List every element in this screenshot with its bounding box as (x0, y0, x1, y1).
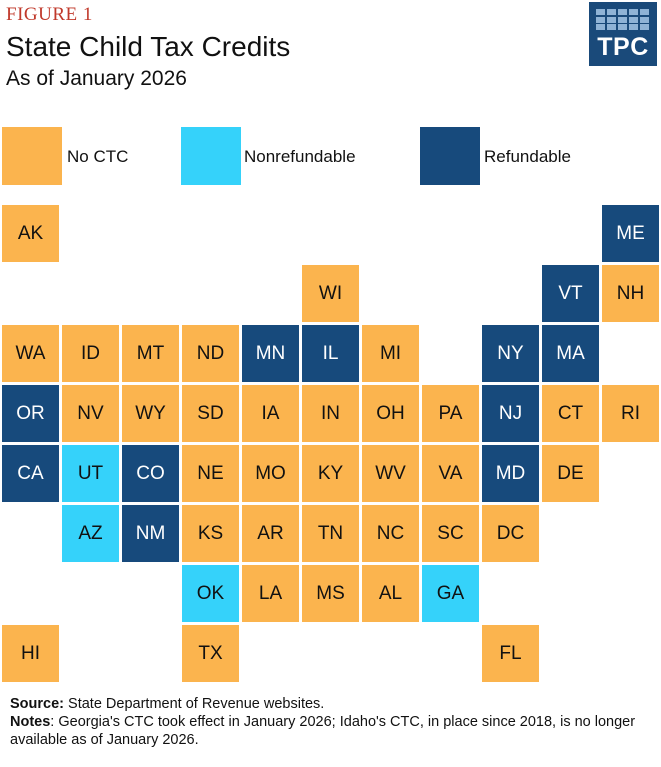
logo-grid-cell (640, 9, 649, 15)
state-tile-ky: KY (302, 445, 359, 502)
state-tile-ar: AR (242, 505, 299, 562)
state-tile-ma: MA (542, 325, 599, 382)
state-tile-ok: OK (182, 565, 239, 622)
notes-label: Notes (10, 714, 51, 730)
logo-grid-cell (596, 24, 605, 30)
state-tile-ia: IA (242, 385, 299, 442)
state-tile-nm: NM (122, 505, 179, 562)
state-tile-ne: NE (182, 445, 239, 502)
state-tile-tx: TX (182, 625, 239, 682)
state-tile-ri: RI (602, 385, 659, 442)
state-tile-mt: MT (122, 325, 179, 382)
figure-label: FIGURE 1 (6, 4, 93, 25)
state-tile-me: ME (602, 205, 659, 262)
state-tile-or: OR (2, 385, 59, 442)
state-tile-ut: UT (62, 445, 119, 502)
legend-label-refundable: Refundable (484, 147, 571, 166)
legend-label-nonrefundable: Nonrefundable (244, 147, 356, 166)
state-tile-hi: HI (2, 625, 59, 682)
logo-text: TPC (597, 33, 649, 61)
state-tile-va: VA (422, 445, 479, 502)
state-tile-oh: OH (362, 385, 419, 442)
legend-swatch-nonrefundable (181, 127, 241, 185)
state-tile-ct: CT (542, 385, 599, 442)
logo-grid-cell (596, 16, 605, 23)
logo-grid-cell (607, 24, 616, 30)
notes-text: : Georgia's CTC took effect in January 2… (10, 714, 636, 748)
state-tile-mn: MN (242, 325, 299, 382)
state-tile-nj: NJ (482, 385, 539, 442)
state-tile-dc: DC (482, 505, 539, 562)
state-tile-ga: GA (422, 565, 479, 622)
logo-grid-cell (618, 16, 627, 23)
state-tile-sc: SC (422, 505, 479, 562)
logo-grid-cell (629, 16, 638, 23)
logo-grid-icon (596, 9, 652, 31)
state-tile-sd: SD (182, 385, 239, 442)
state-tile-la: LA (242, 565, 299, 622)
state-tile-id: ID (62, 325, 119, 382)
chart-subtitle: As of January 2026 (6, 67, 187, 90)
state-tile-ks: KS (182, 505, 239, 562)
logo-grid-cell (607, 16, 616, 23)
state-tile-co: CO (122, 445, 179, 502)
state-tile-in: IN (302, 385, 359, 442)
source-line: Source: State Department of Revenue webs… (10, 695, 655, 713)
state-tile-pa: PA (422, 385, 479, 442)
state-tile-ca: CA (2, 445, 59, 502)
state-tile-md: MD (482, 445, 539, 502)
state-tile-al: AL (362, 565, 419, 622)
legend-swatch-refundable (420, 127, 480, 185)
state-tile-az: AZ (62, 505, 119, 562)
state-tile-wi: WI (302, 265, 359, 322)
legend-swatch-no-ctc (2, 127, 62, 185)
state-tile-wa: WA (2, 325, 59, 382)
state-tile-de: DE (542, 445, 599, 502)
logo-grid-cell (640, 24, 649, 30)
logo-grid-cell (618, 9, 627, 15)
state-tile-nc: NC (362, 505, 419, 562)
tpc-logo: TPC (589, 2, 657, 66)
logo-grid-cell (640, 16, 649, 23)
logo-grid-cell (596, 9, 605, 15)
state-tile-il: IL (302, 325, 359, 382)
state-tile-vt: VT (542, 265, 599, 322)
state-tile-wy: WY (122, 385, 179, 442)
state-tile-tn: TN (302, 505, 359, 562)
logo-grid-cell (607, 9, 616, 15)
state-tile-nv: NV (62, 385, 119, 442)
chart-title: State Child Tax Credits (6, 31, 291, 62)
logo-grid-cell (629, 24, 638, 30)
state-tile-mo: MO (242, 445, 299, 502)
state-tile-ak: AK (2, 205, 59, 262)
state-tile-ms: MS (302, 565, 359, 622)
state-tile-wv: WV (362, 445, 419, 502)
logo-grid-cell (618, 24, 627, 30)
state-tile-fl: FL (482, 625, 539, 682)
state-tile-nd: ND (182, 325, 239, 382)
state-tile-mi: MI (362, 325, 419, 382)
footer-notes: Source: State Department of Revenue webs… (10, 695, 655, 749)
logo-grid-cell (629, 9, 638, 15)
source-text: State Department of Revenue websites. (68, 696, 325, 712)
state-tile-nh: NH (602, 265, 659, 322)
state-tile-ny: NY (482, 325, 539, 382)
legend-label-no-ctc: No CTC (67, 147, 129, 166)
notes-line: Notes: Georgia's CTC took effect in Janu… (10, 713, 655, 749)
source-label: Source: (10, 696, 64, 712)
state-tile-map: AK ME WI VT NH WA ID MT ND MN IL MI NY MA OR NV WY SD IA IN… (2, 205, 659, 682)
